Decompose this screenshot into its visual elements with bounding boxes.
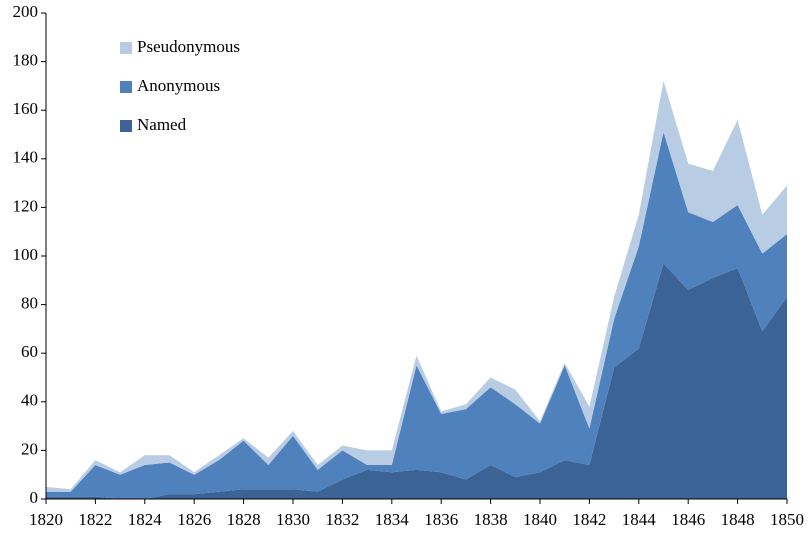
- y-tick-label: 100: [13, 245, 39, 264]
- x-tick-label: 1832: [325, 510, 359, 529]
- x-tick-label: 1828: [227, 510, 261, 529]
- y-tick-label: 140: [13, 148, 39, 167]
- y-tick-label: 160: [13, 99, 39, 118]
- y-tick-label: 0: [30, 488, 39, 507]
- x-tick-label: 1838: [474, 510, 508, 529]
- legend-label: Named: [137, 115, 187, 134]
- x-tick-label: 1834: [375, 510, 410, 529]
- x-tick-label: 1824: [128, 510, 163, 529]
- legend-swatch: [120, 81, 132, 93]
- area: [46, 132, 787, 499]
- y-tick-label: 120: [13, 196, 39, 215]
- y-tick-label: 80: [21, 294, 38, 313]
- legend-swatch: [120, 42, 132, 54]
- x-tick-label: 1844: [622, 510, 657, 529]
- y-tick-label: 20: [21, 439, 38, 458]
- x-tick-label: 1848: [721, 510, 755, 529]
- x-tick-label: 1836: [424, 510, 458, 529]
- x-tick-label: 1840: [523, 510, 557, 529]
- y-tick-label: 180: [13, 51, 39, 70]
- y-tick-label: 60: [21, 342, 38, 361]
- y-tick-label: 40: [21, 391, 38, 410]
- x-tick-label: 1822: [78, 510, 112, 529]
- legend-label: Anonymous: [137, 76, 220, 95]
- y-tick-label: 200: [13, 2, 39, 21]
- area: [46, 263, 787, 499]
- x-tick-label: 1846: [671, 510, 705, 529]
- legend-swatch: [120, 120, 132, 132]
- x-tick-label: 1850: [770, 510, 804, 529]
- legend-label: Pseudonymous: [137, 37, 240, 56]
- x-tick-label: 1820: [29, 510, 63, 529]
- x-tick-label: 1826: [177, 510, 211, 529]
- x-tick-label: 1830: [276, 510, 310, 529]
- x-tick-label: 1842: [572, 510, 606, 529]
